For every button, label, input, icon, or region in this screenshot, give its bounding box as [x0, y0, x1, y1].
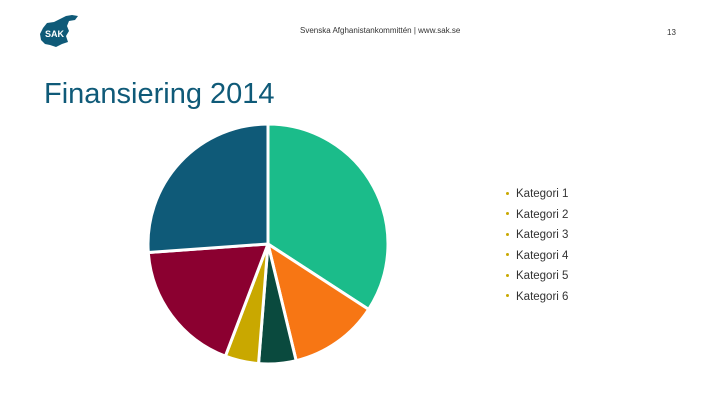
legend-label: Kategori 3	[516, 229, 569, 242]
bullet-icon	[506, 191, 509, 195]
legend-label: Kategori 6	[516, 290, 569, 303]
legend-item: Kategori 2	[506, 205, 568, 226]
legend-item: Kategori 5	[506, 266, 568, 287]
sak-logo: SAK	[40, 15, 78, 47]
chart-legend: Kategori 1 Kategori 2 Kategori 3 Kategori 4…	[506, 184, 568, 307]
legend-label: Kategori 1	[516, 188, 569, 201]
legend-item: Kategori 6	[506, 287, 568, 308]
page-number: 13	[667, 28, 676, 37]
afghanistan-map-icon	[40, 15, 78, 47]
legend-label: Kategori 5	[516, 270, 569, 283]
legend-item: Kategori 3	[506, 225, 568, 246]
legend-label: Kategori 4	[516, 249, 569, 262]
bullet-icon	[506, 232, 509, 236]
pie-slice-2	[266, 242, 371, 363]
bullet-icon	[506, 212, 509, 216]
bullet-icon	[506, 253, 509, 257]
bullet-icon	[506, 294, 509, 298]
pie-slice-5	[146, 242, 270, 358]
legend-item: Kategori 4	[506, 246, 568, 267]
org-website-text: Svenska Afghanistankommittén | www.sak.s…	[300, 26, 461, 35]
logo-text: SAK	[45, 29, 65, 39]
pie-slices	[146, 122, 390, 366]
bullet-icon	[506, 273, 509, 277]
pie-slice-6	[146, 122, 270, 255]
slide-title: Finansiering 2014	[44, 78, 275, 110]
legend-item: Kategori 1	[506, 184, 568, 205]
legend-label: Kategori 2	[516, 208, 569, 221]
